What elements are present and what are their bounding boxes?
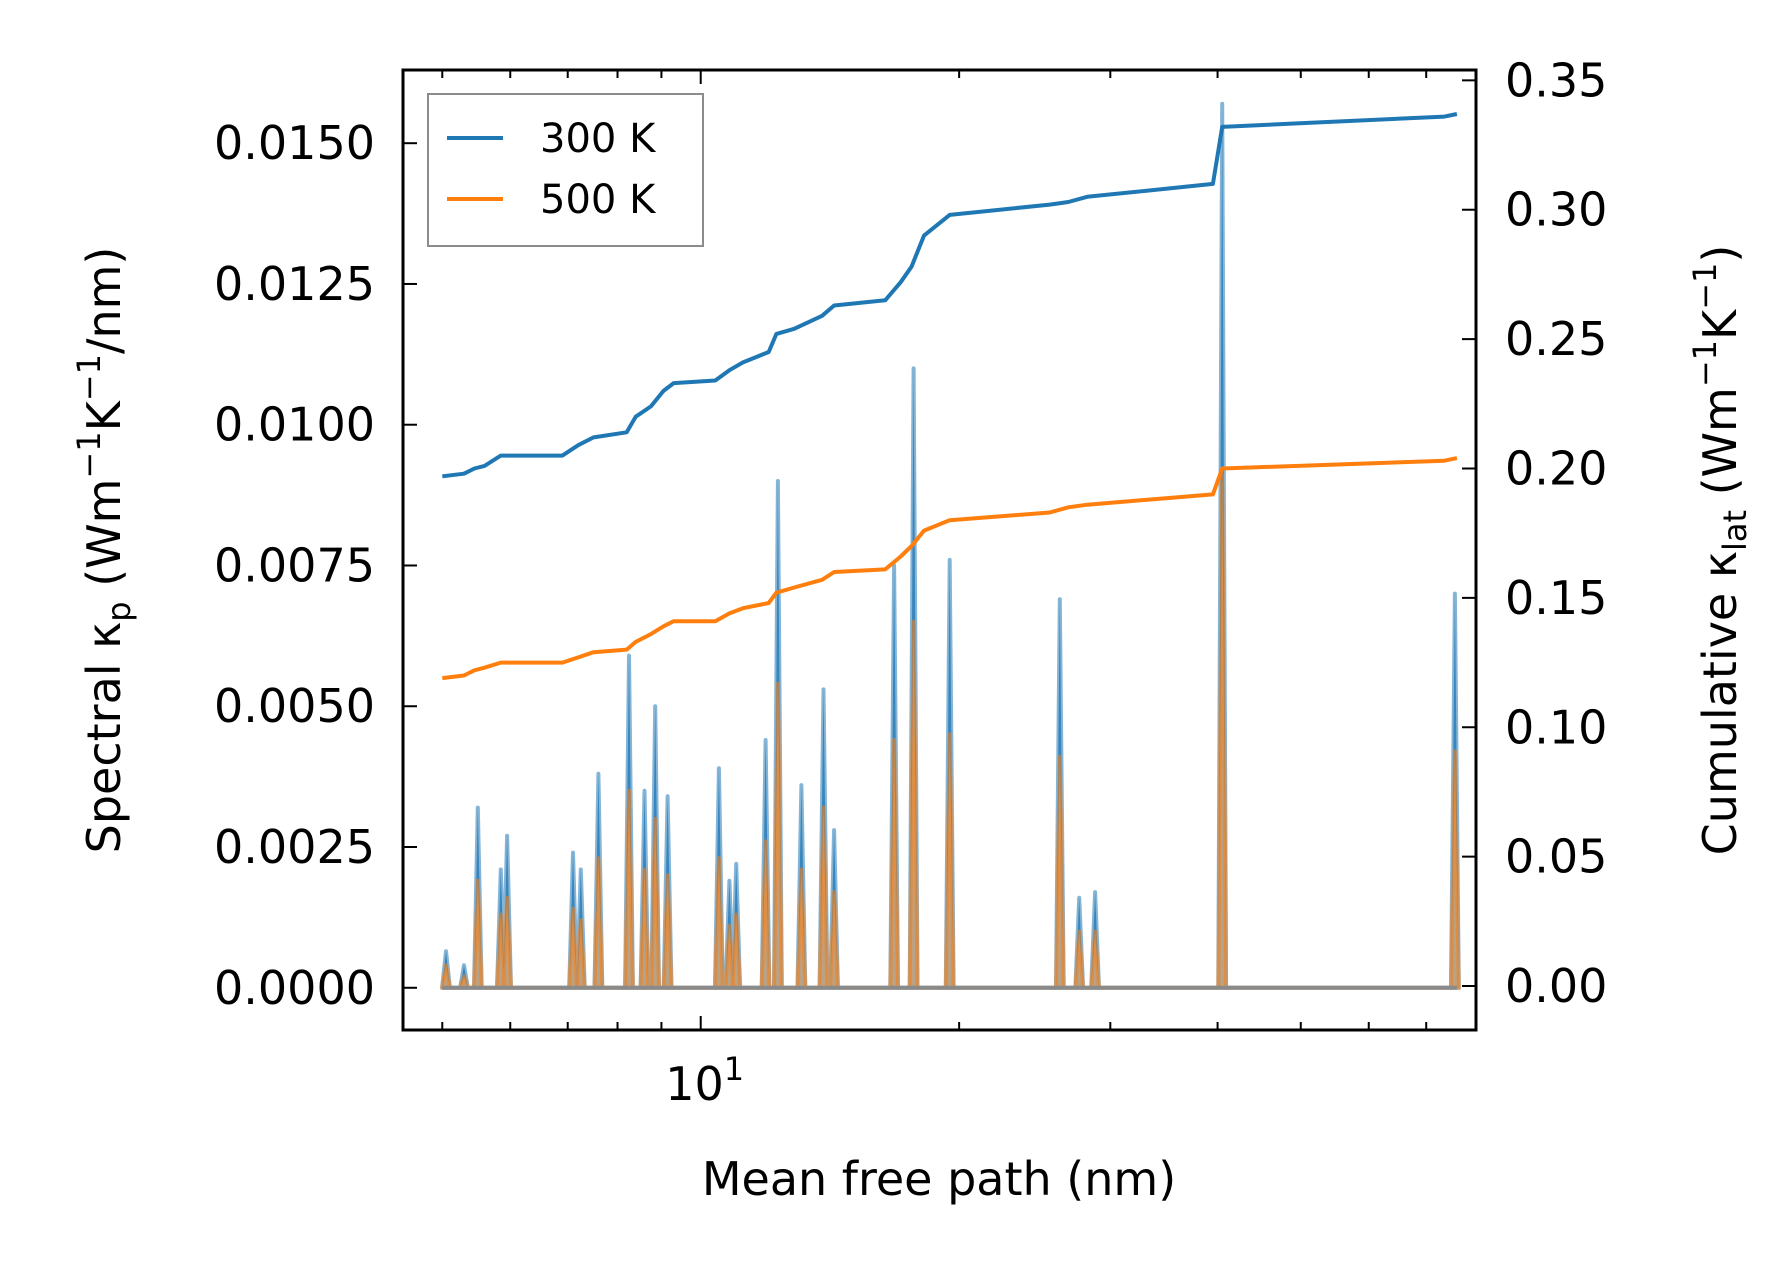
right-y-axis-ticks: 0.00 0.05 0.10 0.15 0.20 0.25 0.30 0.35 xyxy=(1462,53,1607,1013)
left-y-tick-label: 0.0100 xyxy=(214,398,375,452)
left-y-tick-label: 0.0000 xyxy=(214,961,375,1015)
right-y-tick-label: 0.35 xyxy=(1505,53,1607,107)
left-y-tick-label: 0.0075 xyxy=(214,538,375,592)
legend-label-300k: 300 K xyxy=(540,116,657,162)
x-axis-ticks xyxy=(441,70,1477,1030)
left-y-axis-title: Spectral κp (Wm−1K−1/nm) xyxy=(70,247,138,854)
right-y-tick-label: 0.00 xyxy=(1505,959,1607,1013)
right-y-axis-title: Cumulative κlat (Wm−1K−1) xyxy=(1686,245,1754,856)
right-y-tick-label: 0.10 xyxy=(1505,700,1607,754)
x-tick-label-10: 101 xyxy=(665,1050,744,1111)
left-y-tick-label: 0.0150 xyxy=(214,116,375,170)
legend-box xyxy=(427,93,704,247)
right-y-tick-label: 0.20 xyxy=(1505,441,1607,495)
plot-area xyxy=(440,101,1461,990)
right-y-tick-label: 0.30 xyxy=(1505,183,1607,237)
cumulative-line-500k xyxy=(442,456,1458,681)
right-y-tick-label: 0.15 xyxy=(1505,571,1607,625)
x-axis-title: Mean free path (nm) xyxy=(702,1152,1176,1206)
left-y-tick-label: 0.0050 xyxy=(214,679,375,733)
left-y-axis-ticks: 0.0000 0.0025 0.0050 0.0075 0.0100 0.0125 0.01… xyxy=(214,116,417,1015)
legend: 300 K 500 K xyxy=(427,93,704,247)
left-y-tick-label: 0.0025 xyxy=(214,820,375,874)
left-y-tick-label: 0.0125 xyxy=(214,257,375,311)
spectral-fills xyxy=(440,101,1461,990)
plot-frame xyxy=(401,68,1478,1032)
cumulative-line-300k xyxy=(442,112,1458,479)
right-y-tick-label: 0.25 xyxy=(1505,312,1607,366)
right-y-tick-label: 0.05 xyxy=(1505,830,1607,884)
cumulative-lines xyxy=(442,112,1458,681)
legend-label-500k: 500 K xyxy=(540,177,657,223)
